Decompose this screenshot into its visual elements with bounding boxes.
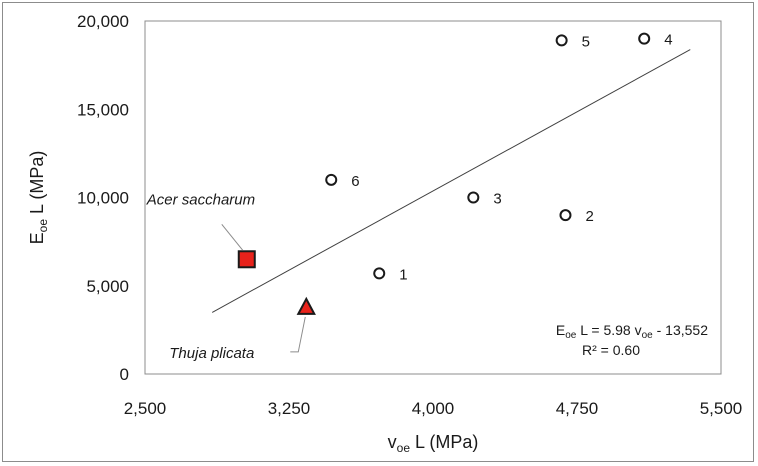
data-point-marker	[325, 173, 338, 186]
eq-v-sub: oe	[642, 330, 654, 341]
data-point-marker	[638, 32, 651, 45]
y-tick-label: 0	[120, 365, 129, 384]
r-squared: R² = 0.60	[582, 342, 640, 358]
data-point-marker	[467, 191, 480, 204]
y-tick-label: 10,000	[77, 189, 129, 208]
chart-frame: 2,500 3,250 4,000 4,750 5,500 0 5,000 10,000 15,…	[2, 2, 754, 462]
y-axis-title-rest: L (MPa)	[27, 151, 47, 219]
trend-equation: Eoe L = 5.98 voe - 13,552	[556, 322, 708, 341]
x-axis-title-main: v	[388, 432, 397, 452]
y-tick-label: 20,000	[77, 12, 129, 31]
x-axis-title-rest: L (MPa)	[410, 432, 478, 452]
data-point-label: 5	[582, 33, 590, 50]
y-axis-title-sub: oe	[36, 219, 50, 233]
eq-lhs-main: E	[556, 322, 565, 338]
x-tick-label: 4,750	[556, 399, 599, 418]
eq-lhs-sub: oe	[565, 330, 577, 341]
axes	[144, 20, 722, 375]
acer-saccharum-label: Acer saccharum	[146, 191, 255, 208]
x-axis-title: voe L (MPa)	[388, 432, 479, 455]
acer-saccharum-marker	[237, 250, 256, 269]
y-tick-label: 15,000	[77, 100, 129, 119]
data-point-marker	[555, 34, 568, 47]
data-point-label: 3	[493, 191, 501, 208]
data-point-label: 1	[399, 266, 407, 283]
x-tick-label: 3,250	[268, 399, 311, 418]
highlighted-points: Acer saccharum Thuja plicata	[146, 191, 316, 362]
data-point-marker	[559, 209, 572, 222]
trendline	[211, 49, 691, 313]
thuja-plicata-label: Thuja plicata	[169, 345, 254, 362]
y-tick-label: 5,000	[86, 277, 129, 296]
tick-labels: 2,500 3,250 4,000 4,750 5,500 0 5,000 10,000 15,…	[77, 12, 742, 418]
data-point-marker	[373, 267, 386, 280]
x-tick-label: 4,000	[412, 399, 455, 418]
data-point-label: 4	[664, 32, 672, 49]
data-point-label: 2	[585, 208, 593, 225]
thuja-plicata-leader	[290, 316, 306, 353]
data-points: 1 2 3 4 5 6	[325, 32, 673, 283]
x-tick-label: 5,500	[700, 399, 743, 418]
scatter-chart: 2,500 3,250 4,000 4,750 5,500 0 5,000 10,000 15,…	[27, 12, 742, 455]
y-axis-title-main: E	[27, 232, 47, 244]
plot-area	[144, 20, 722, 375]
x-tick-label: 2,500	[124, 399, 167, 418]
x-axis-title-sub: oe	[397, 441, 411, 455]
eq-tail: - 13,552	[653, 322, 708, 338]
data-point-label: 6	[351, 173, 359, 190]
eq-lhs-rest: L = 5.98 v	[576, 322, 641, 338]
thuja-plicata-marker	[296, 296, 316, 315]
y-axis-title: Eoe L (MPa)	[27, 151, 50, 245]
acer-saccharum-leader	[221, 223, 244, 251]
